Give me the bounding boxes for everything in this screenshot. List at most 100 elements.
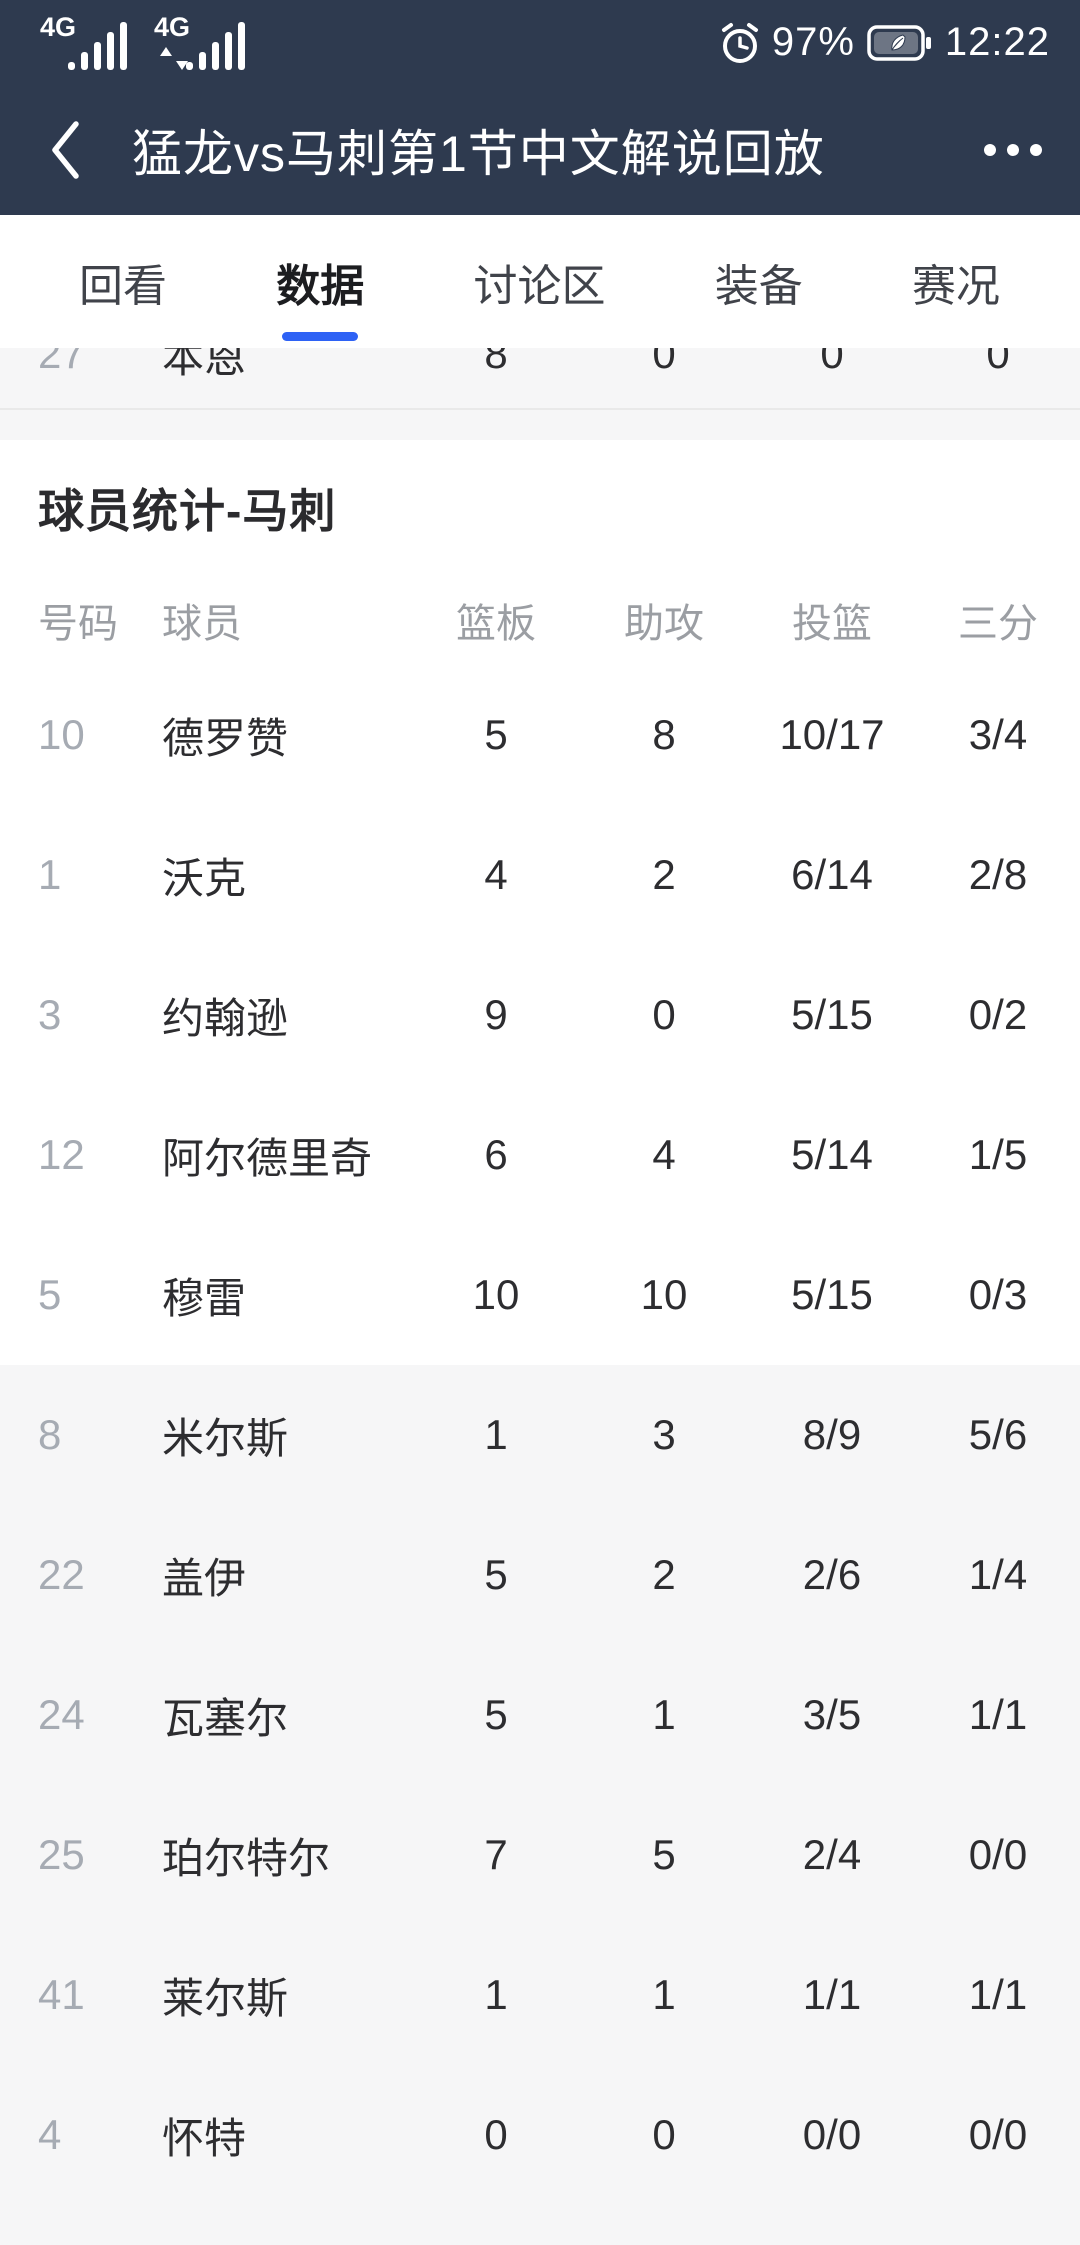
stat-assists: 4 <box>652 1131 676 1178</box>
tab-bar: 回看 数据 讨论区 装备 赛况 <box>0 215 1080 348</box>
table-row: 12 阿尔德里奇 6 4 5/14 1/5 <box>0 1085 1080 1225</box>
stat-three-pointers: 1/1 <box>968 1971 1028 2018</box>
header-assists: 助攻 <box>624 602 704 646</box>
tab-item[interactable]: 回看 <box>79 261 167 311</box>
player-name: 德罗赞 <box>162 714 289 762</box>
player-name: 瓦塞尔 <box>162 1694 289 1742</box>
player-number: 4 <box>38 2111 62 2158</box>
player-number: 22 <box>38 1551 85 1598</box>
stat-three-pointers: 0/0 <box>968 2111 1028 2158</box>
stat-rebounds: 5 <box>484 711 508 758</box>
section-gap <box>0 410 1080 440</box>
stat-field-goals: 6/14 <box>791 851 873 898</box>
stat-three-pointers: 5/6 <box>968 1411 1028 1458</box>
more-options-button[interactable] <box>984 134 1042 166</box>
status-bar: 4G 4G 97% <box>0 0 1080 85</box>
player-number: 10 <box>38 711 85 758</box>
player-number: 27 <box>38 348 85 377</box>
table-row-partial: 27 本恩 8 0 0 0 <box>0 348 1080 408</box>
stat-three-pointers: 0/0 <box>968 1831 1028 1878</box>
stat-three-pointers: 0/3 <box>968 1271 1028 1318</box>
player-number: 25 <box>38 1831 85 1878</box>
table-row: 4 怀特 0 0 0/0 0/0 <box>0 2065 1080 2205</box>
tab-item[interactable]: 讨论区 <box>473 261 606 311</box>
player-name: 盖伊 <box>162 1554 247 1602</box>
table-row: 24 瓦塞尔 5 1 3/5 1/1 <box>0 1645 1080 1785</box>
table-row: 22 盖伊 5 2 2/6 1/4 <box>0 1505 1080 1645</box>
signal-4g-data-icon: 4G <box>154 14 258 72</box>
network-type-label: 4G <box>40 14 76 42</box>
battery-percent-text: 97% <box>771 20 855 64</box>
stat-field-goals: 0/0 <box>802 2111 862 2158</box>
back-button[interactable] <box>48 118 88 182</box>
stat-field-goals: 1/1 <box>802 1971 862 2018</box>
page-title: 猛龙vs马刺第1节中文解说回放 <box>132 126 825 182</box>
stat-three-pointers: 3/4 <box>968 711 1028 758</box>
rows-group-bottom: 8 米尔斯 1 3 8/9 5/6 22 盖伊 5 2 2/6 1/4 24 瓦… <box>0 1365 1080 2245</box>
ellipsis-icon <box>984 144 996 156</box>
stat-assists: 10 <box>640 1271 688 1318</box>
player-number: 41 <box>38 1971 85 2018</box>
stat-assists: 0 <box>652 991 676 1038</box>
stat-rebounds: 1 <box>484 1411 508 1458</box>
stat-rebounds: 7 <box>484 1831 508 1878</box>
player-name: 珀尔特尔 <box>162 1834 331 1882</box>
stat-assists: 2 <box>652 1551 676 1598</box>
header-rebounds: 篮板 <box>456 602 536 646</box>
nav-bar: 猛龙vs马刺第1节中文解说回放 <box>0 85 1080 215</box>
table-row: 1 沃克 4 2 6/14 2/8 <box>0 805 1080 945</box>
stat-field-goals: 5/15 <box>791 991 873 1038</box>
stat-three-pointers: 1/5 <box>968 1131 1028 1178</box>
table-row: 5 穆雷 10 10 5/15 0/3 <box>0 1225 1080 1365</box>
header-fg: 投篮 <box>792 602 872 646</box>
player-number: 5 <box>38 1271 62 1318</box>
table-header-row: 号码 球员 篮板 助攻 投篮 三分 <box>0 575 1080 665</box>
clock-time-text: 12:22 <box>944 20 1050 64</box>
stat-three-pointers: 0/2 <box>968 991 1028 1038</box>
stat-field-goals: 5/14 <box>791 1131 873 1178</box>
rows-group-top: 10 德罗赞 5 8 10/17 3/4 1 沃克 4 2 6/14 2/8 3… <box>0 665 1080 1365</box>
stat-three-pointers: 2/8 <box>968 851 1028 898</box>
player-number: 8 <box>38 1411 62 1458</box>
header-number: 号码 <box>38 602 118 646</box>
player-name: 沃克 <box>162 854 247 902</box>
tab-item[interactable]: 数据 <box>276 215 364 348</box>
player-name: 穆雷 <box>162 1274 247 1322</box>
player-name: 怀特 <box>162 2114 247 2162</box>
table-row: 3 约翰逊 9 0 5/15 0/2 <box>0 945 1080 1085</box>
stat-field-goals: 0 <box>820 348 844 377</box>
stat-field-goals: 2/6 <box>802 1551 862 1598</box>
signal-4g-icon: 4G <box>40 14 140 72</box>
stat-rebounds: 4 <box>484 851 508 898</box>
section-title: 球员统计-马刺 <box>38 484 337 537</box>
tab-item[interactable]: 装备 <box>714 261 803 311</box>
header-three: 三分 <box>958 602 1038 646</box>
player-name: 本恩 <box>162 348 247 381</box>
stat-rebounds: 1 <box>484 1971 508 2018</box>
table-row: 25 珀尔特尔 7 5 2/4 0/0 <box>0 1785 1080 1925</box>
alarm-icon <box>716 18 764 68</box>
table-row: 10 德罗赞 5 8 10/17 3/4 <box>0 665 1080 805</box>
stat-assists: 2 <box>652 851 676 898</box>
stat-field-goals: 3/5 <box>802 1691 862 1738</box>
stat-assists: 3 <box>652 1411 676 1458</box>
previous-table-clipped-row: 27 本恩 8 0 0 0 <box>0 348 1080 440</box>
stat-field-goals: 10/17 <box>779 711 885 758</box>
table-row: 41 莱尔斯 1 1 1/1 1/1 <box>0 1925 1080 2065</box>
stat-assists: 0 <box>652 348 676 377</box>
header-player: 球员 <box>162 602 242 646</box>
stat-rebounds: 6 <box>484 1131 508 1178</box>
tab-item[interactable]: 赛况 <box>912 261 1000 311</box>
stat-field-goals: 8/9 <box>802 1411 862 1458</box>
active-tab-underline <box>282 332 359 341</box>
divider <box>0 408 1080 410</box>
stat-rebounds: 9 <box>484 991 508 1038</box>
player-number: 1 <box>38 851 62 898</box>
svg-text:4G: 4G <box>154 14 190 42</box>
player-number: 3 <box>38 991 62 1038</box>
stat-rebounds: 5 <box>484 1551 508 1598</box>
stat-assists: 8 <box>652 711 676 758</box>
stat-rebounds: 0 <box>484 2111 508 2158</box>
player-number: 24 <box>38 1691 85 1738</box>
stat-rebounds: 10 <box>472 1271 520 1318</box>
